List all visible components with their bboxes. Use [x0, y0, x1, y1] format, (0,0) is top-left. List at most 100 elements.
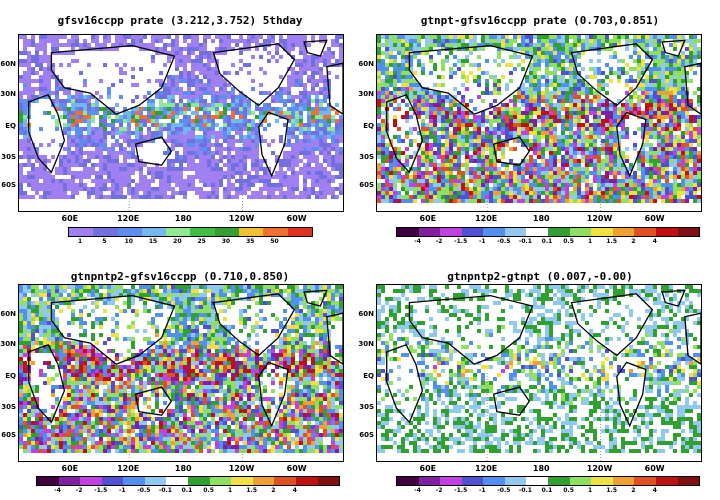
colorbar-segment — [461, 477, 484, 485]
lat-label: 30S — [359, 403, 374, 412]
colorbar-tick-label: -1 — [478, 238, 486, 245]
lat-label: EQ — [5, 371, 16, 380]
colorbar-segment — [231, 477, 253, 485]
colorbar-tick-label: -2 — [435, 238, 443, 245]
colorbar-segment — [58, 477, 81, 485]
lon-label: 180 — [532, 214, 550, 223]
colorbar-tick-label: 1 — [588, 238, 593, 245]
colorbar-tick-label: 10 — [124, 238, 133, 245]
lon-label: 60W — [286, 464, 307, 473]
lon-label: 60W — [644, 214, 665, 223]
colorbar-segment — [483, 477, 505, 485]
coastline-6 — [684, 62, 701, 115]
colorbar-tick-label: 4 — [292, 487, 297, 494]
lat-label: EQ — [363, 121, 374, 130]
map-canvas — [18, 284, 344, 462]
colorbar — [396, 227, 700, 237]
colorbar-tick-label: -4 — [414, 238, 421, 245]
lat-label: 60N — [0, 309, 16, 318]
colorbar-tick-label: -2 — [435, 487, 443, 494]
lat-label: 30S — [1, 403, 16, 412]
colorbar-segment — [677, 477, 700, 485]
colorbar — [396, 476, 700, 486]
colorbar-segment — [214, 228, 240, 236]
colorbar-segment — [317, 477, 340, 485]
colorbar-tick-label: 0.1 — [541, 238, 553, 245]
colorbar-tick-label: -4 — [54, 487, 61, 494]
colorbar-tick-label: 30 — [221, 238, 231, 245]
colorbar-tick-label: 1.5 — [246, 487, 258, 494]
lon-label: 120E — [475, 464, 498, 473]
colorbar-tick-label: 35 — [246, 238, 255, 245]
coastline-3 — [212, 43, 296, 107]
coastline-1 — [408, 294, 534, 365]
colorbar-segment — [117, 228, 142, 236]
colorbar-segment — [239, 228, 264, 236]
colorbar-segment — [93, 228, 118, 236]
colorbar-segment — [655, 228, 678, 236]
colorbar-segment — [144, 477, 167, 485]
panel-prate: gfsv16ccpp prate (3.212,3.752) 5thday 60… — [0, 0, 360, 250]
colorbar-tick-label: 4 — [652, 487, 657, 494]
lat-label: 30S — [1, 153, 16, 162]
lon-label: 60E — [419, 214, 437, 223]
colorbar-segment — [548, 477, 570, 485]
colorbar-tick-label: -1.5 — [454, 238, 468, 245]
colorbar-segment — [190, 228, 215, 236]
panel-title: gtnpntp2-gtnpt (0.007,-0.00) — [447, 270, 633, 283]
colorbar-tick-label: 2 — [631, 487, 636, 494]
colorbar-segment — [504, 477, 527, 485]
colorbar-tick-label: -0.5 — [137, 487, 151, 494]
coastline-5 — [303, 39, 328, 57]
lat-label: 60N — [0, 59, 16, 68]
lat-label: EQ — [5, 121, 16, 130]
colorbar-tick-label: 0.5 — [203, 487, 214, 494]
lat-label: 30N — [0, 89, 16, 98]
colorbar-tick-label: -1 — [478, 487, 486, 494]
coastline-1 — [408, 44, 534, 115]
coastline-2 — [134, 386, 173, 416]
coastline-4 — [258, 361, 289, 428]
lat-label: EQ — [363, 371, 374, 380]
colorbar-segment — [287, 228, 312, 236]
lon-label: 60E — [61, 464, 79, 473]
lat-label: 30N — [0, 339, 16, 348]
colorbar-segment — [569, 477, 592, 485]
colorbar-segment — [80, 477, 102, 485]
colorbar-segment — [461, 228, 484, 236]
colorbar-segment — [274, 477, 296, 485]
colorbar-tick-label: 1 — [588, 487, 593, 494]
colorbar-segment — [37, 477, 59, 485]
colorbar-segment — [655, 477, 678, 485]
lat-label: 60N — [358, 309, 374, 318]
lat-label: 60S — [359, 181, 374, 190]
colorbar-tick-label: 1.5 — [606, 238, 618, 245]
coastline-3 — [570, 43, 654, 107]
lon-label: 60W — [286, 214, 307, 223]
colorbar-segment — [188, 477, 210, 485]
colorbar-segment — [397, 477, 419, 485]
colorbar-tick-label: 25 — [197, 238, 206, 245]
colorbar-tick-label: -1.5 — [94, 487, 108, 494]
colorbar-segment — [591, 228, 613, 236]
colorbar-segment — [209, 477, 232, 485]
coastline-4 — [616, 111, 647, 178]
coastline-2 — [134, 136, 173, 166]
coastline-6 — [326, 62, 343, 115]
colorbar-tick-label: -0.5 — [497, 238, 511, 245]
colorbar-segment — [166, 477, 189, 485]
panel-gtnpt-diff: gtnpt-gfsv16ccpp prate (0.703,0.851) 60N… — [358, 0, 720, 250]
colorbar — [36, 476, 340, 486]
lon-label: 120W — [228, 214, 255, 223]
lon-label: 120W — [586, 214, 613, 223]
lat-label: 30N — [358, 339, 374, 348]
coastline-6 — [684, 312, 701, 365]
lon-label: 120E — [475, 214, 498, 223]
colorbar-tick-label: 5 — [102, 238, 107, 245]
panel-gtnpntp2-gtnpt-diff: gtnpntp2-gtnpt (0.007,-0.00) 60N 30N EQ 30S… — [358, 250, 720, 500]
panel-title: gtnpntp2-gfsv16ccpp (0.710,0.850) — [70, 270, 290, 283]
colorbar — [68, 227, 313, 237]
colorbar-segment — [677, 228, 700, 236]
colorbar-segment — [634, 228, 656, 236]
lon-label: 60W — [644, 464, 665, 473]
